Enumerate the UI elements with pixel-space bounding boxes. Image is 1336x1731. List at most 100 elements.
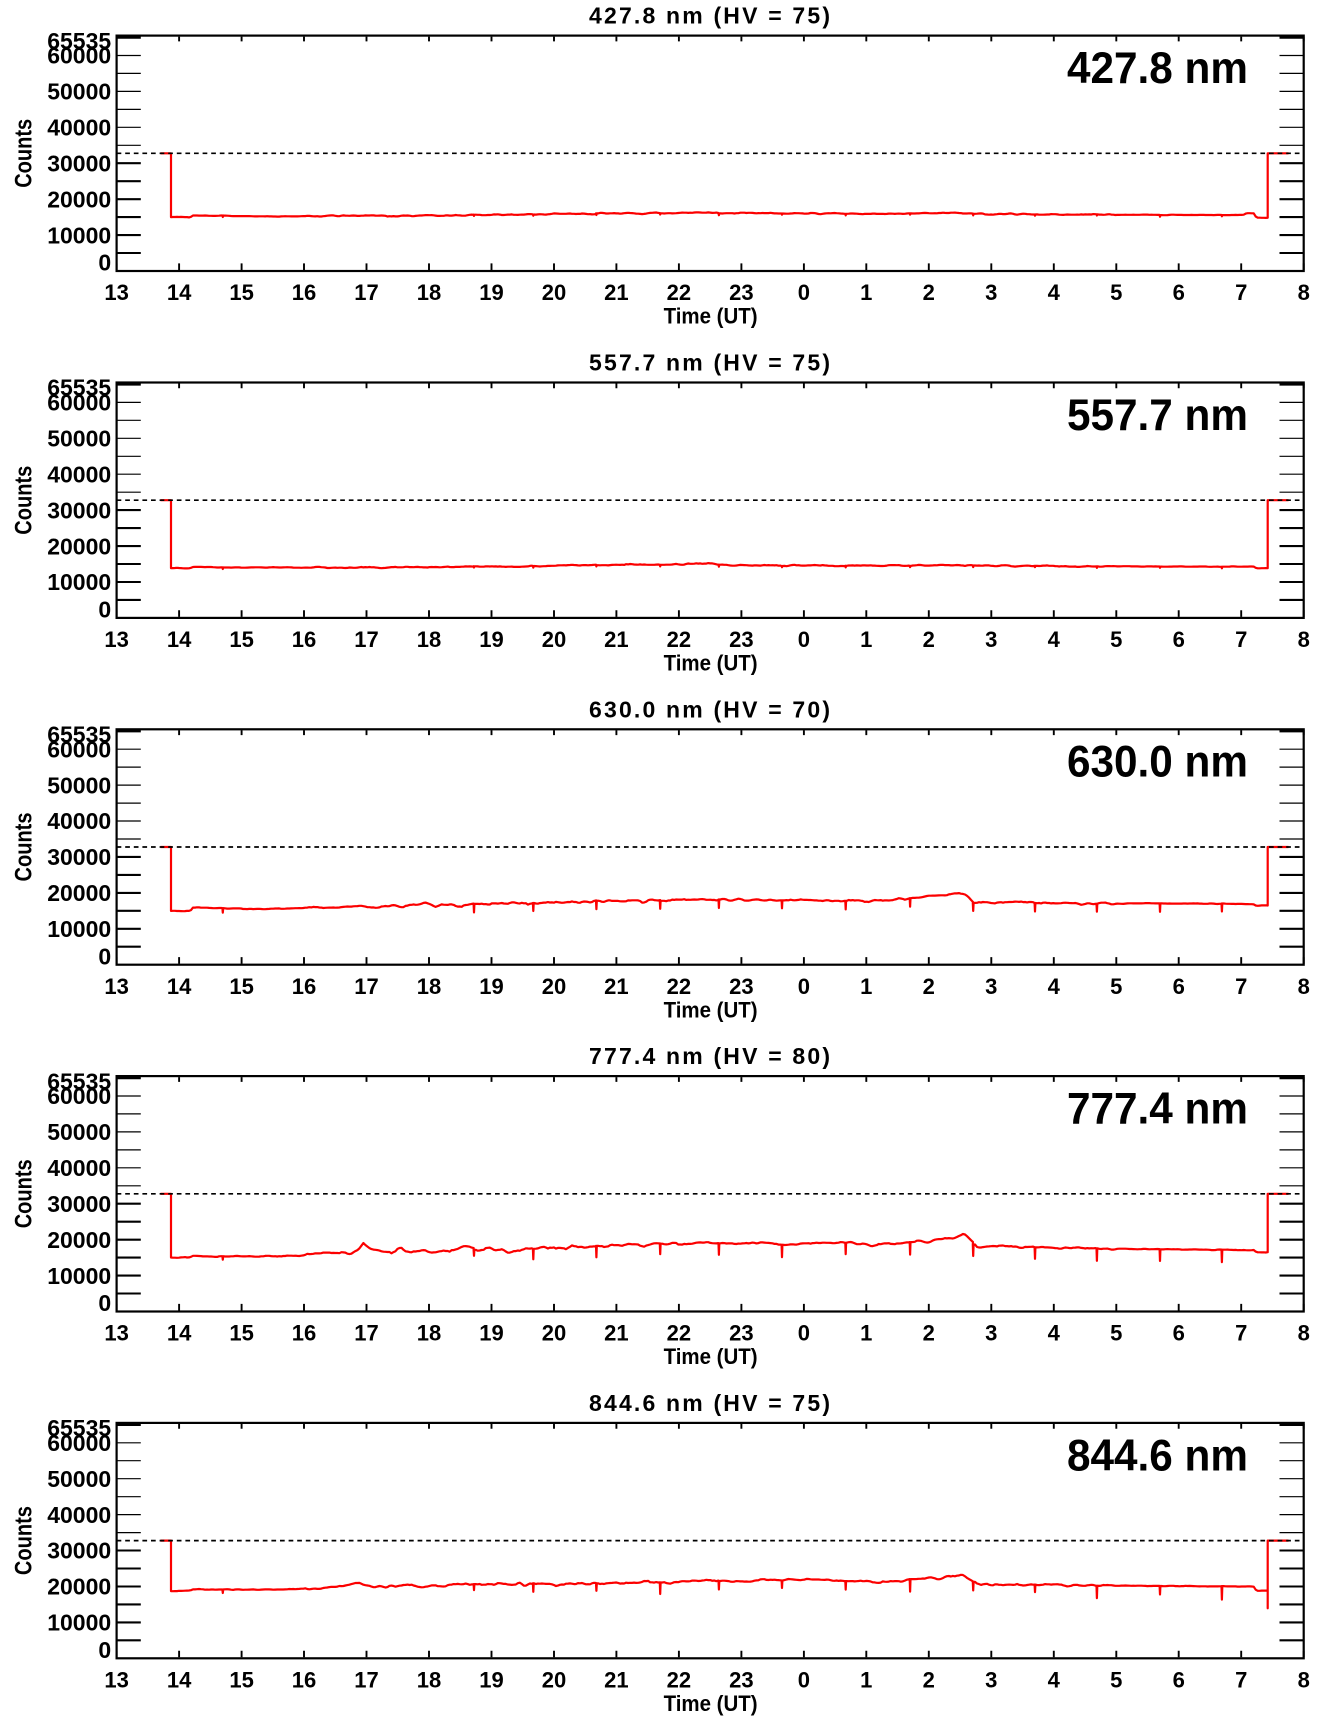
- svg-text:7: 7: [1235, 974, 1247, 999]
- svg-text:13: 13: [104, 974, 128, 999]
- svg-text:10000: 10000: [47, 569, 111, 595]
- svg-text:844.6 nm: 844.6 nm: [1067, 1431, 1248, 1480]
- svg-text:50000: 50000: [47, 1119, 111, 1145]
- svg-text:Counts: Counts: [10, 1506, 37, 1575]
- svg-text:21: 21: [604, 627, 628, 652]
- svg-text:65535: 65535: [47, 1068, 111, 1094]
- svg-text:15: 15: [229, 974, 253, 999]
- svg-text:50000: 50000: [47, 1466, 111, 1492]
- svg-text:50000: 50000: [47, 426, 111, 452]
- svg-text:4: 4: [1048, 280, 1061, 305]
- svg-text:15: 15: [229, 1321, 253, 1346]
- svg-text:20000: 20000: [47, 1227, 111, 1253]
- svg-text:18: 18: [417, 1668, 441, 1693]
- svg-text:20000: 20000: [47, 880, 111, 906]
- svg-text:4: 4: [1048, 627, 1061, 652]
- svg-text:20: 20: [542, 280, 566, 305]
- svg-text:Counts: Counts: [10, 466, 37, 535]
- svg-text:3: 3: [985, 627, 997, 652]
- svg-text:0: 0: [798, 1321, 810, 1346]
- svg-text:17: 17: [354, 627, 378, 652]
- svg-text:50000: 50000: [47, 79, 111, 105]
- svg-text:20: 20: [542, 1321, 566, 1346]
- svg-text:4: 4: [1048, 1321, 1061, 1346]
- svg-text:0: 0: [798, 627, 810, 652]
- svg-text:4: 4: [1048, 974, 1061, 999]
- svg-text:10000: 10000: [47, 1263, 111, 1289]
- svg-text:16: 16: [292, 627, 316, 652]
- svg-text:6: 6: [1173, 627, 1185, 652]
- svg-text:777.4 nm: 777.4 nm: [1067, 1085, 1248, 1134]
- svg-text:1: 1: [860, 974, 872, 999]
- svg-text:0: 0: [98, 1290, 111, 1316]
- svg-text:60000: 60000: [47, 736, 111, 762]
- svg-text:0: 0: [798, 1668, 810, 1693]
- svg-text:630.0 nm (HV = 70): 630.0 nm (HV = 70): [589, 696, 830, 722]
- svg-text:19: 19: [479, 974, 503, 999]
- svg-text:1: 1: [860, 1668, 872, 1693]
- svg-text:13: 13: [104, 1321, 128, 1346]
- svg-text:Time (UT): Time (UT): [664, 1691, 758, 1716]
- svg-text:1: 1: [860, 280, 872, 305]
- svg-text:427.8 nm (HV = 75): 427.8 nm (HV = 75): [589, 3, 830, 29]
- svg-text:20000: 20000: [47, 533, 111, 559]
- svg-text:14: 14: [167, 627, 192, 652]
- svg-text:19: 19: [479, 1668, 503, 1693]
- svg-text:Time (UT): Time (UT): [664, 997, 758, 1022]
- svg-text:Time (UT): Time (UT): [664, 304, 758, 329]
- svg-text:30000: 30000: [47, 1538, 111, 1564]
- svg-text:40000: 40000: [47, 808, 111, 834]
- svg-text:23: 23: [729, 1668, 753, 1693]
- svg-text:30000: 30000: [47, 1191, 111, 1217]
- svg-text:427.8 nm: 427.8 nm: [1067, 44, 1248, 93]
- svg-text:18: 18: [417, 280, 441, 305]
- svg-text:8: 8: [1298, 974, 1310, 999]
- svg-text:22: 22: [667, 974, 691, 999]
- svg-text:15: 15: [229, 627, 253, 652]
- svg-text:15: 15: [229, 280, 253, 305]
- svg-text:21: 21: [604, 1668, 628, 1693]
- svg-text:13: 13: [104, 1668, 128, 1693]
- svg-text:16: 16: [292, 1321, 316, 1346]
- svg-text:20: 20: [542, 627, 566, 652]
- svg-text:0: 0: [98, 943, 111, 969]
- svg-text:16: 16: [292, 1668, 316, 1693]
- svg-text:7: 7: [1235, 627, 1247, 652]
- svg-text:1: 1: [860, 1321, 872, 1346]
- svg-text:22: 22: [667, 627, 691, 652]
- svg-text:8: 8: [1298, 1321, 1310, 1346]
- svg-text:40000: 40000: [47, 1502, 111, 1528]
- svg-text:17: 17: [354, 1321, 378, 1346]
- svg-text:18: 18: [417, 974, 441, 999]
- svg-text:8: 8: [1298, 627, 1310, 652]
- svg-text:22: 22: [667, 1668, 691, 1693]
- svg-text:630.0 nm: 630.0 nm: [1067, 738, 1248, 787]
- svg-text:Counts: Counts: [10, 1159, 37, 1228]
- svg-text:2: 2: [923, 627, 935, 652]
- svg-text:14: 14: [167, 280, 192, 305]
- svg-text:60000: 60000: [47, 390, 111, 416]
- svg-text:5: 5: [1110, 1321, 1122, 1346]
- svg-text:10000: 10000: [47, 1610, 111, 1636]
- svg-text:16: 16: [292, 280, 316, 305]
- svg-text:18: 18: [417, 1321, 441, 1346]
- svg-text:5: 5: [1110, 1668, 1122, 1693]
- svg-text:7: 7: [1235, 280, 1247, 305]
- svg-text:3: 3: [985, 1668, 997, 1693]
- svg-text:65535: 65535: [47, 375, 111, 401]
- svg-text:10000: 10000: [47, 222, 111, 248]
- svg-text:40000: 40000: [47, 461, 111, 487]
- svg-text:23: 23: [729, 974, 753, 999]
- svg-text:Counts: Counts: [10, 119, 37, 188]
- svg-text:30000: 30000: [47, 150, 111, 176]
- svg-text:2: 2: [923, 974, 935, 999]
- svg-text:18: 18: [417, 627, 441, 652]
- svg-text:21: 21: [604, 1321, 628, 1346]
- svg-text:13: 13: [104, 627, 128, 652]
- svg-text:Counts: Counts: [10, 813, 37, 882]
- svg-text:15: 15: [229, 1668, 253, 1693]
- svg-text:22: 22: [667, 1321, 691, 1346]
- svg-text:0: 0: [98, 597, 111, 623]
- svg-text:Time (UT): Time (UT): [664, 651, 758, 676]
- svg-text:5: 5: [1110, 280, 1122, 305]
